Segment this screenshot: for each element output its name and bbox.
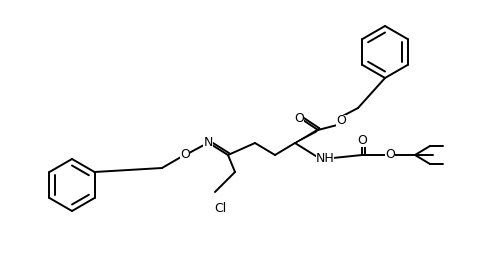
Text: O: O [385,149,395,162]
Text: O: O [180,149,190,162]
Text: Cl: Cl [214,202,226,215]
Text: N: N [203,137,213,150]
Text: O: O [357,134,367,147]
Text: O: O [336,115,346,128]
Text: O: O [294,112,304,125]
Polygon shape [295,128,320,143]
Text: NH: NH [316,152,335,165]
